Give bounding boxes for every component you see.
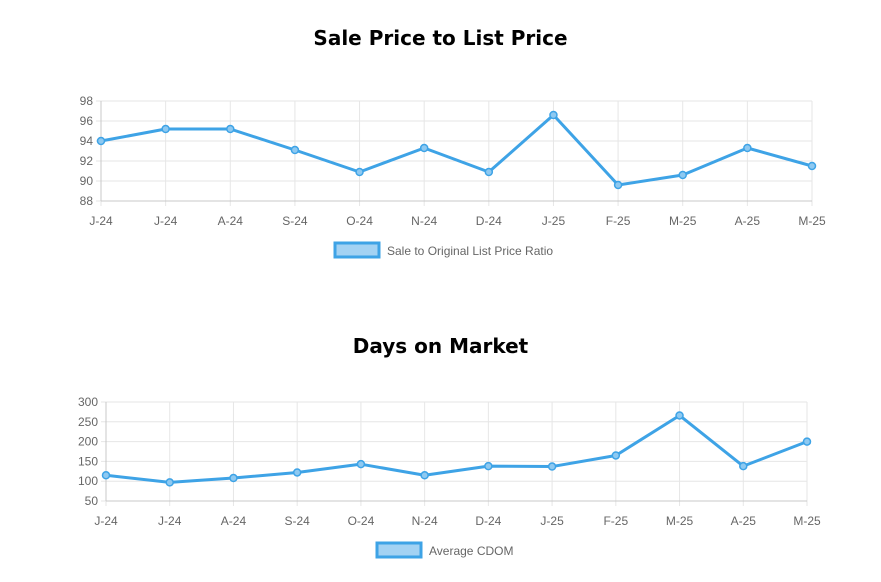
- data-point[interactable]: [101, 471, 111, 480]
- data-point[interactable]: [678, 170, 687, 180]
- data-point[interactable]: [290, 145, 300, 155]
- y-tick-label: 300: [78, 395, 98, 409]
- y-tick-label: 100: [78, 474, 98, 488]
- data-point[interactable]: [484, 167, 494, 177]
- data-point[interactable]: [419, 143, 429, 153]
- x-tick-label: J-25: [542, 214, 566, 228]
- data-point[interactable]: [611, 451, 621, 460]
- x-tick-label: J-25: [540, 514, 564, 528]
- data-point[interactable]: [547, 462, 557, 471]
- legend[interactable]: Sale to Original List Price Ratio: [333, 241, 553, 259]
- legend-label: Average CDOM: [429, 544, 513, 558]
- data-point[interactable]: [739, 461, 748, 471]
- data-point[interactable]: [226, 124, 235, 134]
- days-on-market-chart: 50 100 150 200 250 300 J-24 J-24 A-24 S-24 O-24 N-2…: [78, 395, 821, 559]
- sale-price-chart: 88 90 92 94 96 98 J-24 J-24 A-24 S-24 O-24 N-24 D-24…: [80, 94, 826, 259]
- data-point[interactable]: [549, 110, 558, 120]
- data-point[interactable]: [96, 136, 106, 146]
- x-tick-label: N-24: [412, 514, 438, 528]
- data-point[interactable]: [420, 471, 429, 480]
- x-tick-label: O-24: [346, 214, 373, 228]
- legend-swatch: [333, 241, 381, 259]
- legend-label: Sale to Original List Price Ratio: [387, 244, 553, 258]
- y-tick-label: 98: [80, 94, 94, 108]
- legend[interactable]: Average CDOM: [375, 541, 513, 559]
- y-tick-label: 88: [80, 194, 94, 208]
- data-point[interactable]: [675, 411, 684, 420]
- data-point[interactable]: [484, 461, 493, 471]
- y-tick-label: 92: [80, 154, 94, 168]
- data-point[interactable]: [229, 473, 238, 483]
- x-tick-label: A-25: [735, 214, 761, 228]
- y-tick-label: 96: [80, 114, 94, 128]
- data-point[interactable]: [356, 459, 366, 469]
- data-point[interactable]: [743, 143, 752, 153]
- x-tick-label: M-25: [793, 514, 821, 528]
- x-tick-label: M-25: [669, 214, 697, 228]
- y-tick-label: 150: [78, 454, 98, 468]
- x-tick-label: D-24: [476, 214, 502, 228]
- x-tick-label: M-25: [666, 514, 694, 528]
- data-point[interactable]: [161, 124, 170, 134]
- legend-swatch: [375, 541, 423, 559]
- x-tick-label: J-24: [94, 514, 118, 528]
- chart-title-days-on-market: Days on Market: [352, 334, 529, 358]
- series-line: [100, 113, 813, 187]
- x-tick-label: J-24: [158, 514, 182, 528]
- y-tick-label: 94: [80, 134, 94, 148]
- x-tick-label: J-24: [154, 214, 178, 228]
- x-tick-label: A-24: [221, 514, 247, 528]
- chart-title-sale-price: Sale Price to List Price: [313, 26, 568, 50]
- x-tick-label: J-24: [89, 214, 113, 228]
- data-point[interactable]: [807, 161, 817, 171]
- x-tick-label: A-25: [731, 514, 757, 528]
- grid: [96, 100, 813, 206]
- data-point[interactable]: [355, 167, 364, 177]
- x-tick-label: F-25: [603, 514, 628, 528]
- y-tick-label: 200: [78, 435, 98, 449]
- y-tick-label: 90: [80, 174, 94, 188]
- y-tick-label: 50: [85, 494, 99, 508]
- data-point[interactable]: [613, 180, 623, 190]
- data-point[interactable]: [802, 437, 812, 446]
- x-tick-label: A-24: [218, 214, 244, 228]
- data-point[interactable]: [165, 478, 174, 487]
- x-tick-label: S-24: [282, 214, 308, 228]
- x-tick-label: D-24: [475, 514, 501, 528]
- y-tick-label: 250: [78, 415, 98, 429]
- x-tick-label: O-24: [348, 514, 375, 528]
- x-tick-label: M-25: [798, 214, 826, 228]
- data-point[interactable]: [292, 468, 302, 477]
- x-tick-label: F-25: [606, 214, 631, 228]
- grid: [101, 401, 808, 506]
- x-tick-label: S-24: [285, 514, 311, 528]
- x-tick-label: N-24: [411, 214, 437, 228]
- series-line: [105, 413, 808, 484]
